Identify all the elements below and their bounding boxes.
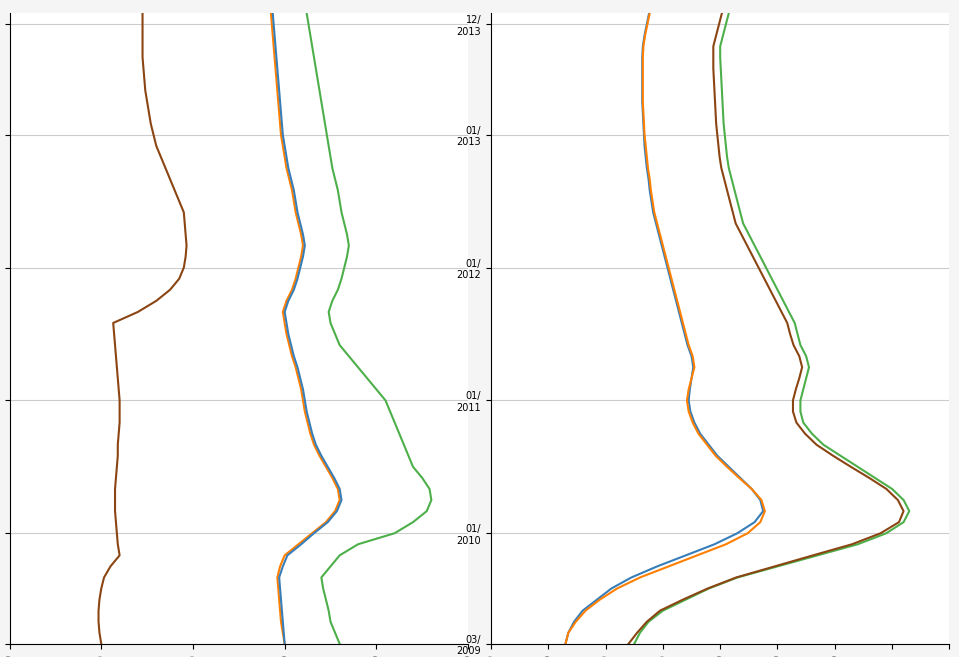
A4-kopiopaperi/
office paper: [269, 32, 280, 39]
Valkaistu koivu/ euca -
BHKP Euca/Birch USD: [880, 485, 892, 493]
Valkaistu koivu/euca -
BHKP euca/birch EUR: [643, 175, 655, 183]
Valkaistu havusellu -
NBSK softwood EUR: [755, 496, 766, 504]
Valkaistu koivu/euca -
BHKP euca/birch EUR: [651, 219, 663, 227]
LWC-paperi: [301, 9, 313, 17]
Valkaistu havusellu -
NBSK softwood USD: [898, 496, 909, 504]
LWC-paperi: [317, 109, 329, 117]
Sanomalehtipaperi/
newsprint: [109, 496, 121, 504]
Line: Valkaistu koivu/euca -
BHKP euca/birch EUR: Valkaistu koivu/euca - BHKP euca/birch E…: [566, 13, 765, 644]
Line: Valkaistu havusellu -
NBSK softwood USD: Valkaistu havusellu - NBSK softwood USD: [634, 13, 909, 644]
A4-kopiopaperi/
office paper: [279, 640, 291, 648]
Valkaistu havusellu -
NBSK softwood EUR: [560, 640, 572, 648]
Valkaistu havusellu -
NBSK softwood USD: [717, 32, 729, 39]
A4-kopiopaperi/
office paper: [286, 175, 297, 183]
Line: LWC-paperi: LWC-paperi: [307, 13, 432, 644]
Valkaistu havusellu -
NBSK softwood USD: [628, 640, 640, 648]
Sanomalehtipaperi/
newsprint: [164, 175, 175, 183]
Valkaistu havusellu -
NBSK softwood USD: [723, 9, 735, 17]
Valkaistu havusellu -
NBSK softwood USD: [886, 485, 898, 493]
Valkaistu koivu/euca -
BHKP euca/birch EUR: [756, 496, 767, 504]
Valkaistu havusellu -
NBSK softwood EUR: [643, 9, 655, 17]
CWF-paperi: [267, 32, 278, 39]
LWC-paperi: [329, 175, 340, 183]
Valkaistu koivu/ euca -
BHKP Euca/Birch USD: [622, 640, 634, 648]
Valkaistu koivu/ euca -
BHKP Euca/Birch USD: [711, 32, 722, 39]
Valkaistu koivu/ euca -
BHKP Euca/Birch USD: [710, 109, 721, 117]
LWC-paperi: [424, 485, 435, 493]
Valkaistu havusellu -
NBSK softwood USD: [726, 175, 737, 183]
LWC-paperi: [426, 496, 437, 504]
Valkaistu havusellu -
NBSK softwood EUR: [643, 175, 654, 183]
Valkaistu havusellu -
NBSK softwood USD: [737, 219, 749, 227]
Valkaistu havusellu -
NBSK softwood EUR: [746, 485, 758, 493]
CWF-paperi: [279, 640, 291, 648]
A4-kopiopaperi/
office paper: [267, 9, 278, 17]
Valkaistu havusellu -
NBSK softwood EUR: [650, 219, 662, 227]
Valkaistu havusellu -
NBSK softwood USD: [717, 109, 729, 117]
Line: CWF-paperi: CWF-paperi: [270, 13, 339, 644]
CWF-paperi: [292, 219, 304, 227]
A4-kopiopaperi/
office paper: [275, 109, 287, 117]
Sanomalehtipaperi/
newsprint: [137, 9, 149, 17]
Sanomalehtipaperi/
newsprint: [137, 32, 149, 39]
Valkaistu koivu/ euca -
BHKP Euca/Birch USD: [892, 496, 903, 504]
Valkaistu koivu/euca -
BHKP euca/birch EUR: [560, 640, 572, 648]
A4-kopiopaperi/
office paper: [336, 496, 347, 504]
CWF-paperi: [265, 9, 276, 17]
Sanomalehtipaperi/
newsprint: [143, 109, 154, 117]
Valkaistu havusellu -
NBSK softwood EUR: [637, 109, 648, 117]
CWF-paperi: [334, 496, 345, 504]
CWF-paperi: [284, 175, 295, 183]
CWF-paperi: [273, 109, 285, 117]
Valkaistu koivu/euca -
BHKP euca/birch EUR: [638, 109, 649, 117]
Valkaistu koivu/euca -
BHKP euca/birch EUR: [643, 9, 655, 17]
Valkaistu koivu/euca -
BHKP euca/birch EUR: [746, 485, 758, 493]
Valkaistu havusellu -
NBSK softwood EUR: [639, 32, 650, 39]
A4-kopiopaperi/
office paper: [294, 219, 306, 227]
Line: Valkaistu havusellu -
NBSK softwood EUR: Valkaistu havusellu - NBSK softwood EUR: [566, 13, 763, 644]
LWC-paperi: [334, 640, 345, 648]
Valkaistu koivu/ euca -
BHKP Euca/Birch USD: [718, 175, 730, 183]
Line: A4-kopiopaperi/
office paper: A4-kopiopaperi/ office paper: [272, 13, 341, 644]
Sanomalehtipaperi/
newsprint: [96, 640, 107, 648]
Sanomalehtipaperi/
newsprint: [179, 219, 191, 227]
Line: Valkaistu koivu/ euca -
BHKP Euca/Birch USD: Valkaistu koivu/ euca - BHKP Euca/Birch …: [628, 13, 903, 644]
Line: Sanomalehtipaperi/
newsprint: Sanomalehtipaperi/ newsprint: [99, 13, 187, 644]
LWC-paperi: [305, 32, 316, 39]
A4-kopiopaperi/
office paper: [334, 485, 345, 493]
Valkaistu koivu/ euca -
BHKP Euca/Birch USD: [730, 219, 741, 227]
Sanomalehtipaperi/
newsprint: [109, 485, 121, 493]
LWC-paperi: [339, 219, 350, 227]
CWF-paperi: [332, 485, 343, 493]
Valkaistu koivu/euca -
BHKP euca/birch EUR: [640, 32, 651, 39]
Valkaistu koivu/ euca -
BHKP Euca/Birch USD: [716, 9, 728, 17]
